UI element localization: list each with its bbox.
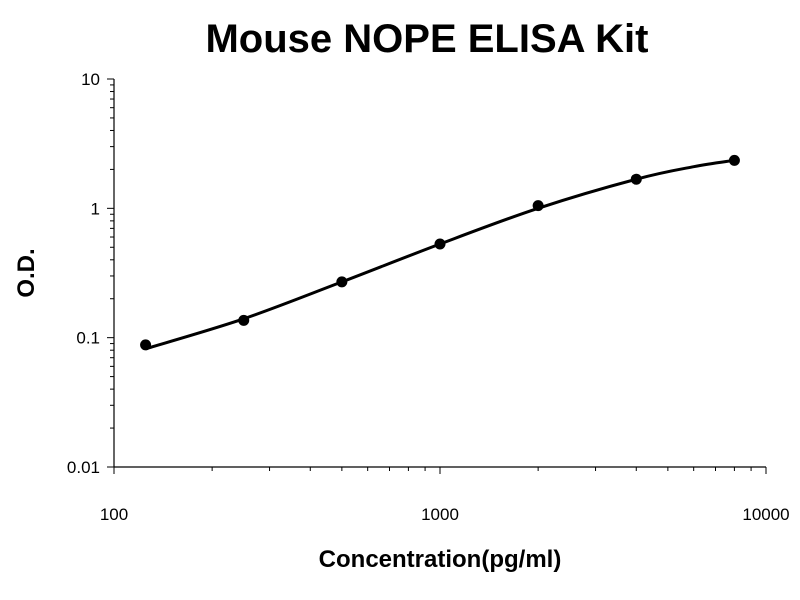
axes xyxy=(113,79,766,468)
x-tick-label: 1000 xyxy=(421,505,459,524)
data-point xyxy=(140,339,152,351)
chart-title: Mouse NOPE ELISA Kit xyxy=(205,17,648,61)
y-axis-tick-labels: 0.01 0.1 1 10 xyxy=(67,70,100,477)
data-point xyxy=(630,173,642,185)
x-axis-tick-labels: 100 1000 10000 xyxy=(100,505,790,524)
y-axis-label: O.D. xyxy=(13,248,40,297)
x-tick-label: 10000 xyxy=(742,505,789,524)
y-tick-label: 0.01 xyxy=(67,458,100,477)
y-axis-ticks xyxy=(107,78,114,468)
y-tick-label: 0.1 xyxy=(76,329,100,348)
data-point xyxy=(238,314,250,326)
data-point xyxy=(532,200,544,212)
data-point xyxy=(336,276,348,288)
x-axis-ticks xyxy=(113,467,767,474)
y-tick-label: 10 xyxy=(81,70,100,89)
data-point xyxy=(434,238,446,250)
x-tick-label: 100 xyxy=(100,505,128,524)
y-tick-label: 1 xyxy=(91,199,100,218)
fitted-curve xyxy=(145,158,735,351)
data-points xyxy=(140,154,740,351)
x-axis-label: Concentration(pg/ml) xyxy=(319,546,562,573)
data-point xyxy=(728,154,740,166)
